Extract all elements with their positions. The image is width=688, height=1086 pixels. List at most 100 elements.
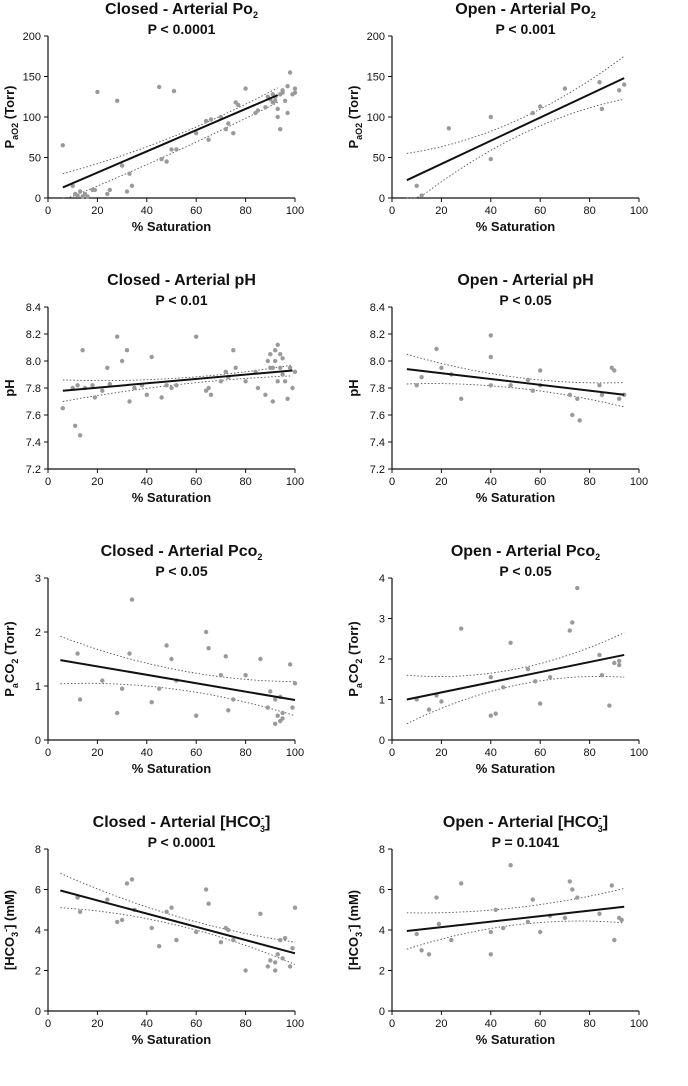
regression-line	[60, 889, 296, 955]
data-point	[144, 392, 149, 397]
data-point	[577, 418, 582, 423]
data-point	[169, 147, 174, 152]
data-point	[426, 707, 432, 712]
data-point	[85, 194, 90, 199]
data-point	[570, 620, 575, 625]
chart-title: Closed - Arterial Po2	[105, 1, 258, 20]
y-axis-label: PaO2 (Torr)	[2, 86, 20, 149]
data-point	[280, 356, 285, 361]
data-point	[538, 929, 543, 935]
data-point	[157, 84, 162, 90]
p-value-label: P < 0.0001	[148, 21, 216, 37]
x-tick-label: 80	[583, 205, 595, 217]
data-point	[149, 925, 154, 931]
data-point	[263, 392, 268, 397]
y-tick-label: 150	[367, 72, 385, 84]
data-point	[273, 348, 278, 353]
data-point	[501, 685, 506, 690]
data-point	[273, 697, 278, 702]
data-point	[508, 640, 513, 645]
data-point	[243, 968, 248, 973]
y-tick-label: 8.2	[370, 329, 385, 341]
data-point	[597, 911, 602, 916]
x-tick-label: 60	[190, 205, 202, 217]
data-point	[525, 919, 531, 925]
data-point	[169, 905, 174, 910]
p-value-label: P < 0.01	[155, 292, 208, 308]
x-tick-label: 60	[534, 476, 546, 488]
data-point	[265, 964, 270, 969]
ci-lower-band	[60, 907, 296, 965]
data-point	[280, 372, 285, 377]
data-point	[275, 114, 280, 120]
data-point	[127, 171, 132, 176]
data-point	[530, 110, 535, 116]
data-point	[488, 675, 493, 680]
data-point	[73, 423, 78, 428]
data-point	[538, 368, 543, 373]
data-point	[612, 368, 617, 373]
data-point	[231, 348, 236, 353]
y-axis-label: PaCO2 (Torr)	[2, 621, 20, 697]
y-tick-label: 8	[379, 844, 385, 856]
regression-line	[62, 94, 279, 189]
data-point	[575, 396, 580, 401]
data-point	[174, 147, 179, 152]
data-point	[159, 156, 164, 162]
data-point	[92, 187, 98, 193]
data-point	[255, 385, 261, 391]
p-value-label: P < 0.05	[499, 563, 552, 579]
ci-lower-band	[60, 682, 296, 717]
data-point	[243, 379, 248, 384]
data-point	[488, 929, 493, 935]
data-point	[124, 881, 130, 886]
data-point	[617, 662, 622, 668]
y-tick-label: 150	[23, 72, 41, 84]
data-point	[419, 193, 424, 198]
data-point	[157, 944, 162, 949]
data-point	[273, 358, 278, 364]
x-axis-label: % Saturation	[132, 219, 212, 234]
x-tick-label: 0	[45, 1018, 51, 1030]
data-point	[619, 917, 624, 923]
y-tick-label: 7.2	[26, 464, 41, 476]
p-value-label: P = 0.1041	[492, 834, 560, 850]
data-point	[275, 379, 280, 384]
chart-title: Open - Arterial Pco2	[451, 543, 600, 562]
y-tick-label: 0	[35, 735, 41, 747]
panel-closed-ph: Closed - Arterial pH P < 0.01 0 20 40 60 80 100…	[0, 271, 344, 542]
data-point	[218, 379, 224, 384]
data-point	[434, 895, 439, 900]
data-point	[206, 137, 211, 142]
panel-closed-pco2: Closed - Arterial Pco2 P < 0.05 0 20 40 60 80 1…	[0, 542, 344, 813]
y-tick-label: 8.4	[370, 302, 385, 314]
data-point	[280, 716, 285, 721]
x-tick-label: 60	[534, 747, 546, 759]
data-point	[446, 126, 451, 131]
data-point	[292, 86, 298, 91]
x-tick-label: 20	[91, 476, 103, 488]
x-tick-label: 60	[190, 747, 202, 759]
x-tick-label: 20	[435, 747, 447, 759]
y-tick-label: 7.8	[370, 383, 385, 395]
data-point	[218, 940, 224, 945]
x-tick-label: 80	[239, 1018, 251, 1030]
data-point	[75, 383, 80, 388]
data-point	[75, 895, 80, 900]
data-point	[285, 110, 290, 116]
data-point	[100, 678, 105, 683]
regression-line	[406, 653, 625, 701]
regression-line	[406, 368, 625, 396]
data-point	[287, 70, 293, 75]
data-point	[129, 183, 135, 188]
data-point	[231, 131, 236, 136]
data-point	[100, 388, 105, 393]
data-point	[282, 98, 288, 104]
data-point	[124, 189, 130, 194]
x-axis-label: % Saturation	[132, 1032, 212, 1047]
chart-svg: Open - Arterial pH P < 0.05 0 20 40 60 80 100 7.…	[346, 272, 648, 505]
data-point	[268, 958, 273, 963]
y-tick-label: 50	[29, 153, 41, 165]
data-point	[127, 651, 132, 656]
